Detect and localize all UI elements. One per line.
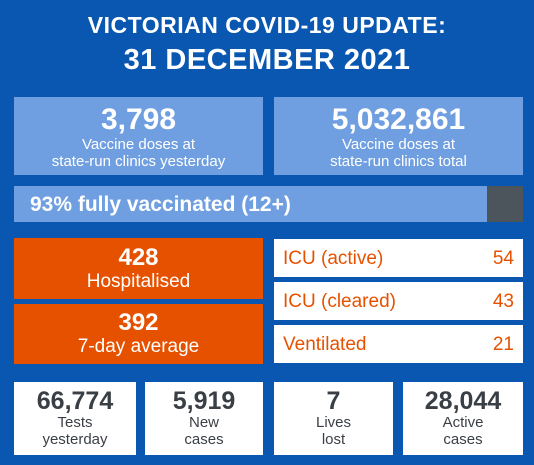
title-date: 31 DECEMBER 2021 bbox=[123, 44, 411, 76]
vaccine-doses-yesterday-label-1: Vaccine doses at bbox=[81, 136, 196, 153]
stat-lives-lost: 7 Lives lost bbox=[274, 382, 393, 455]
seven-day-average-value: 392 bbox=[118, 309, 159, 336]
stat-lives-lost-label-1: Lives bbox=[315, 414, 352, 431]
stat-new-cases-label-2: cases bbox=[184, 431, 224, 448]
stat-new-cases: 5,919 New cases bbox=[145, 382, 263, 455]
hospitalised-box: 428 Hospitalised bbox=[14, 238, 263, 299]
stat-tests-label-1: Tests bbox=[57, 414, 93, 431]
vaccine-doses-total-label-1: Vaccine doses at bbox=[341, 136, 456, 153]
vaccine-doses-total-label-2: state-run clinics total bbox=[330, 153, 467, 170]
vaccine-doses-yesterday: 3,798 Vaccine doses at state-run clinics… bbox=[14, 97, 263, 175]
vaccine-doses-yesterday-label-2: state-run clinics yesterday bbox=[51, 153, 226, 170]
stat-new-cases-label-1: New bbox=[188, 414, 219, 431]
stat-active-cases: 28,044 Active cases bbox=[403, 382, 523, 455]
vaccine-doses-yesterday-value: 3,798 bbox=[100, 103, 177, 136]
vaccine-doses-total: 5,032,861 Vaccine doses at state-run cli… bbox=[274, 97, 523, 175]
ventilated-label: Ventilated bbox=[283, 334, 367, 355]
stat-tests-label-2: yesterday bbox=[42, 431, 108, 448]
stat-tests-value: 66,774 bbox=[36, 387, 114, 415]
fully-vaccinated-fill bbox=[14, 186, 488, 222]
ventilated-row: Ventilated 21 bbox=[274, 325, 523, 363]
icu-cleared-row: ICU (cleared) 43 bbox=[274, 282, 523, 320]
title-line-1: VICTORIAN COVID-19 UPDATE: bbox=[87, 12, 447, 38]
seven-day-average-box: 392 7-day average bbox=[14, 304, 263, 364]
stat-active-cases-label-2: cases bbox=[443, 431, 483, 448]
icu-active-value: 54 bbox=[492, 248, 514, 269]
icu-active-row: ICU (active) 54 bbox=[274, 239, 523, 277]
fully-vaccinated-bar: 93% fully vaccinated (12+) bbox=[14, 186, 523, 222]
ventilated-value: 21 bbox=[492, 334, 514, 355]
hospitalised-value: 428 bbox=[118, 244, 159, 271]
stat-new-cases-value: 5,919 bbox=[172, 387, 236, 415]
icu-cleared-value: 43 bbox=[492, 291, 514, 312]
stat-lives-lost-value: 7 bbox=[326, 387, 341, 415]
stat-tests-yesterday: 66,774 Tests yesterday bbox=[14, 382, 136, 455]
stat-active-cases-label-1: Active bbox=[442, 414, 484, 431]
fully-vaccinated-label: 93% fully vaccinated (12+) bbox=[30, 193, 291, 216]
icu-active-label: ICU (active) bbox=[283, 248, 384, 269]
icu-cleared-label: ICU (cleared) bbox=[283, 291, 396, 312]
stat-active-cases-value: 28,044 bbox=[424, 387, 502, 415]
hospitalised-label: Hospitalised bbox=[86, 271, 191, 292]
vaccine-doses-total-value: 5,032,861 bbox=[331, 103, 466, 136]
fully-vaccinated-remainder bbox=[487, 186, 523, 222]
seven-day-average-label: 7-day average bbox=[77, 336, 200, 357]
stat-lives-lost-label-2: lost bbox=[321, 431, 346, 448]
